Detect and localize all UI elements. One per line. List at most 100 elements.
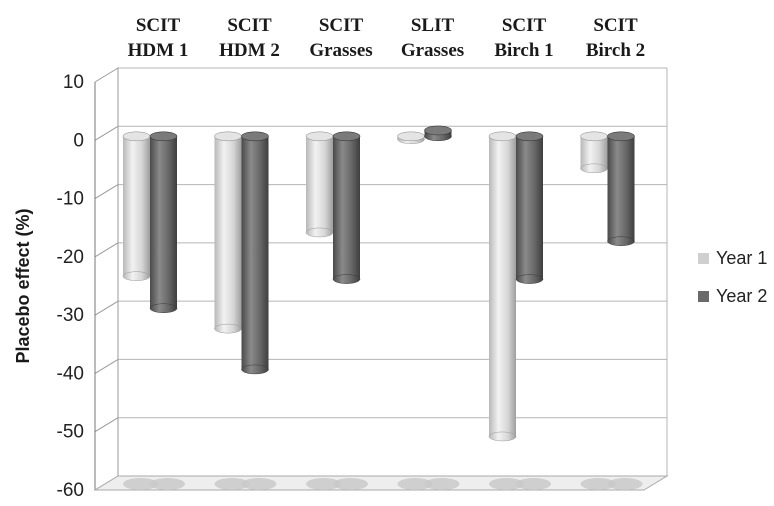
bar-body [241,136,269,370]
grid-line-diagonal [94,300,119,316]
category-label-line: Birch 2 [586,40,645,61]
bar-year-2 [332,131,361,284]
legend: Year 1 Year 2 [698,248,767,306]
bar-top-cap [122,131,151,142]
bar-top-cap [241,131,269,142]
y-tick-label: -40 [57,363,84,384]
legend-swatch [698,253,709,264]
bar-top-cap [214,131,242,142]
bar-year-2 [515,131,544,284]
bar-top-cap [305,131,334,142]
bar-year-1 [122,131,151,281]
y-tick-label: 0 [73,130,84,151]
category-label: SCIT Birch 1 [494,15,553,61]
bar-body [214,136,242,329]
category-label: SCIT Grasses [309,15,372,61]
bar-floor-shadow [397,478,433,490]
bar-body [306,136,333,233]
category-label-line: Grasses [309,40,372,61]
category-label-line: Birch 1 [494,40,553,61]
bar-floor-shadow [489,478,524,490]
bar-bottom-cap [332,274,361,284]
legend-label: Year 1 [716,248,767,268]
category-label-line: HDM 1 [128,40,189,61]
bar-bottom-cap [305,227,334,238]
bar-top-cap [424,125,452,136]
legend-swatch [698,291,709,302]
bar-floor-shadow [516,478,551,490]
bar-floor-shadow [580,478,616,490]
bar-year-1 [214,131,242,334]
x-axis-categories: SCIT HDM 1 SCIT HDM 2 SCIT Grasses SLIT Grasses… [128,15,645,61]
bar-bottom-cap [607,236,635,246]
bar-year-2 [149,131,178,313]
category-label: SLIT Grasses [401,15,464,61]
y-tick-label: -10 [57,189,84,210]
bar-floor-shadow [214,478,250,490]
category-label-line: HDM 2 [219,40,280,61]
bar-year-1 [580,131,608,174]
category-label: SCIT Birch 2 [586,15,645,61]
category-label-line: SCIT [593,15,638,36]
category-label-line: Grasses [401,40,464,61]
bar-floor-shadow [306,478,341,490]
bar-year-2 [607,131,635,246]
category-label-line: SLIT [411,15,455,36]
bar-floor-shadow [607,478,643,490]
category-label-line: SCIT [136,15,181,36]
bar-floor-shadow [123,478,158,490]
grid-line-diagonal [94,125,119,141]
y-axis: 10 0 -10 -20 -30 -40 -50 -60 [57,72,84,501]
bar-year-1 [488,131,517,442]
category-label: SCIT HDM 1 [128,15,189,61]
bar-bottom-cap [488,431,517,442]
legend-label: Year 2 [716,286,767,306]
bar-top-cap [397,131,425,142]
category-label-line: SCIT [227,15,272,36]
bar-top-cap [332,131,361,142]
bar-top-cap [515,131,544,142]
bar-body [607,136,635,242]
category-label-line: SCIT [502,15,547,36]
bar-top-cap [580,131,608,142]
bar-bottom-cap [580,163,608,174]
bar-year-2 [424,125,452,142]
bar-year-2 [241,131,269,375]
y-tick-label: -30 [57,305,84,326]
bar-floor-shadow [150,478,185,490]
y-tick-label: -60 [57,480,84,501]
bar-bottom-cap [241,364,269,375]
category-label-line: SCIT [319,15,364,36]
grid-line-diagonal [94,359,119,374]
category-label: SCIT HDM 2 [219,15,280,61]
bar-top-cap [149,131,178,142]
grid-line-diagonal [94,184,119,199]
bar-year-1 [305,131,334,238]
y-tick-label: -50 [57,422,84,443]
y-axis-label: Placebo effect (%) [13,208,33,363]
bar-year-1 [397,131,425,144]
bar-body [580,136,608,169]
bars [122,125,643,490]
bar-body [516,136,543,280]
bar-bottom-cap [214,323,242,334]
grid [94,67,668,491]
bar-top-cap [607,131,635,142]
bar-bottom-cap [515,274,544,284]
y-tick-label: -20 [57,247,84,268]
bar-bottom-cap [149,303,178,313]
grid-line-diagonal [94,242,119,258]
bar-floor-shadow [333,478,368,490]
bar-body [150,136,177,309]
grid-line-diagonal [94,417,119,433]
bar-floor-shadow [241,478,277,490]
bar-body [333,136,360,280]
bar-bottom-cap [122,271,151,281]
grid-line-diagonal [94,67,119,83]
bar-floor-shadow [424,478,460,490]
bar-body [489,136,516,437]
bar-top-cap [488,131,517,142]
y-tick-label: 10 [63,72,84,93]
